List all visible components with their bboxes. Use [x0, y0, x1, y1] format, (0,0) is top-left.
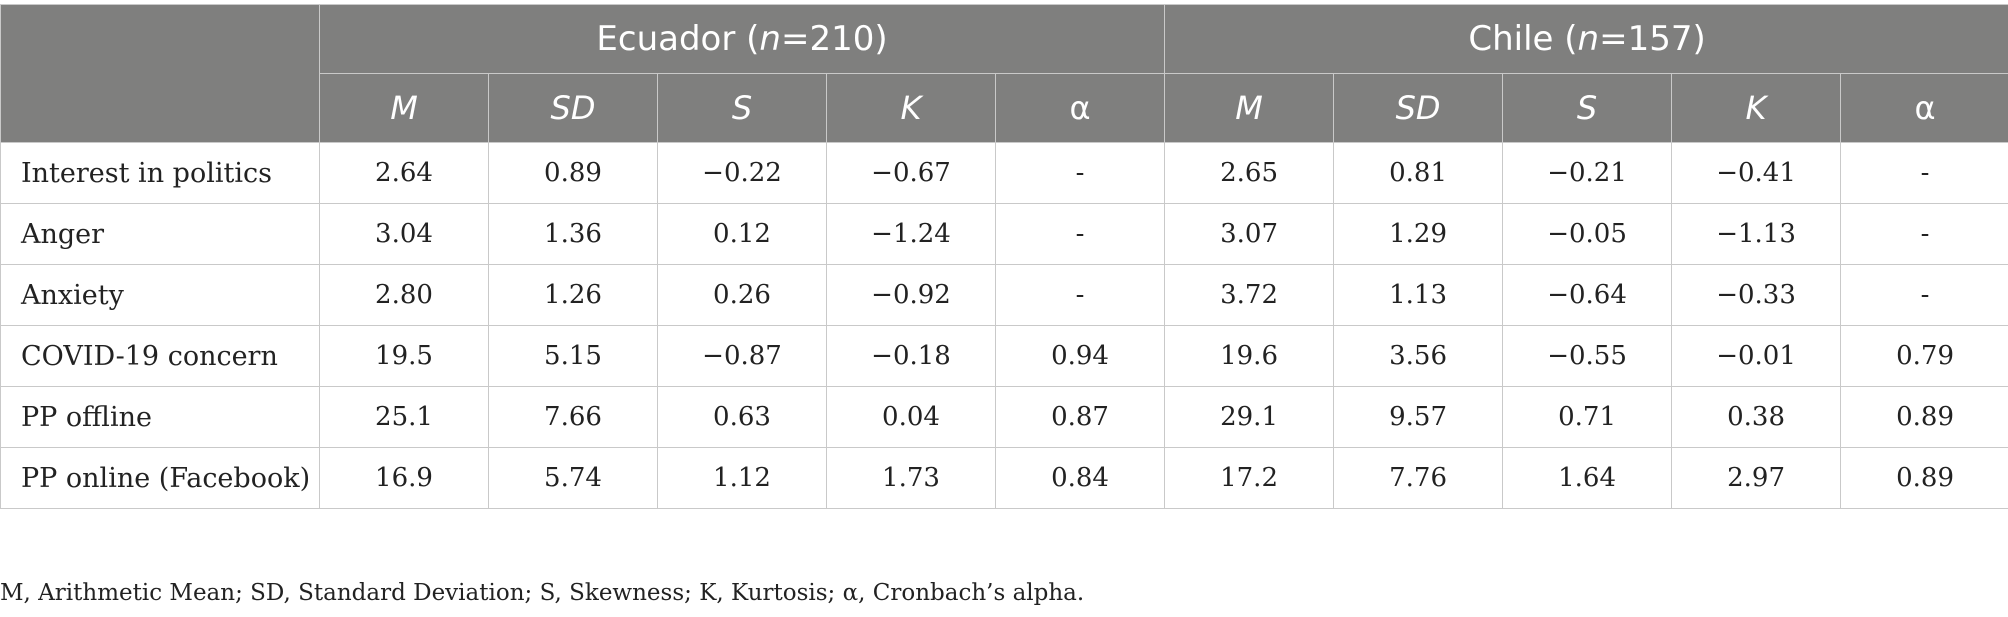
- group-n-label: n: [1577, 19, 1600, 59]
- table-cell: 1.26: [488, 264, 658, 326]
- table-cell: 2.64: [319, 142, 489, 204]
- corner-header-cell: [0, 4, 320, 143]
- table-cell: 0.84: [994, 447, 1166, 509]
- table-cell: −0.33: [1671, 264, 1842, 326]
- column-header-mean: M: [1164, 73, 1335, 143]
- table-cell: −0.18: [826, 325, 996, 387]
- group-country: Ecuador: [596, 19, 736, 59]
- row-label: Anger: [0, 203, 320, 265]
- table-body: Interest in politics 2.64 0.89 −0.22 −0.67-2…: [0, 142, 2008, 509]
- column-header-skewness: S: [657, 73, 827, 143]
- table-cell: 3.56: [1333, 325, 1504, 387]
- table-cell: 3.04: [319, 203, 489, 265]
- table-cell: 7.76: [1333, 447, 1504, 509]
- table-cell: −0.67: [826, 142, 996, 204]
- table-cell: 17.2: [1164, 447, 1335, 509]
- group-n-value: 210: [809, 19, 875, 59]
- table-cell: 9.57: [1333, 386, 1504, 448]
- table-cell: −0.05: [1502, 203, 1673, 265]
- table-cell: −0.41: [1671, 142, 1842, 204]
- table-cell: −0.64: [1502, 264, 1673, 326]
- table-cell: 0.71: [1502, 386, 1673, 448]
- table-cell: 0.63: [657, 386, 827, 448]
- table-cell: −0.22: [657, 142, 827, 204]
- table-cell: -: [994, 203, 1166, 265]
- row-label: PP online (Facebook): [0, 447, 320, 509]
- row-label: Interest in politics: [0, 142, 320, 204]
- table-cell: -: [1840, 203, 2008, 265]
- table-cell: 25.1: [319, 386, 489, 448]
- column-header-skewness: S: [1502, 73, 1673, 143]
- table-cell: 0.87: [994, 386, 1166, 448]
- table-cell: −0.01: [1671, 325, 1842, 387]
- table-cell: 5.74: [488, 447, 658, 509]
- table-cell: 3.07: [1164, 203, 1335, 265]
- table-cell: 1.12: [657, 447, 827, 509]
- row-label: PP offline: [0, 386, 320, 448]
- table-cell: 0.94: [994, 325, 1166, 387]
- row-label: Anxiety: [0, 264, 320, 326]
- table-cell: 0.26: [657, 264, 827, 326]
- table-cell: 1.13: [1333, 264, 1504, 326]
- table-cell: -: [994, 142, 1166, 204]
- column-header-alpha: α: [1840, 73, 2008, 143]
- table-row: COVID-19 concern 19.5 5.15 −0.87 −0.18 0.94 19…: [0, 325, 2008, 387]
- table-row: Anger 3.04 1.36 0.12 −1.24-3.07 1.29 −0.05 −1.1…: [0, 203, 2008, 265]
- table-cell: -: [994, 264, 1166, 326]
- group-country: Chile: [1468, 19, 1554, 59]
- column-header-alpha: α: [994, 73, 1166, 143]
- table-row: Interest in politics 2.64 0.89 −0.22 −0.67-2…: [0, 142, 2008, 204]
- column-header-mean: M: [319, 73, 489, 143]
- table-cell: 0.79: [1840, 325, 2008, 387]
- table-row: Anxiety 2.80 1.26 0.26 −0.92-3.72 1.13 −0.64 −0…: [0, 264, 2008, 326]
- column-header-sd: SD: [488, 73, 658, 143]
- table-cell: 5.15: [488, 325, 658, 387]
- group-header-chile: Chile (n=157): [1164, 4, 2008, 74]
- table-cell: 0.38: [1671, 386, 1842, 448]
- table-cell: −0.92: [826, 264, 996, 326]
- group-header-ecuador: Ecuador (n=210): [318, 4, 1166, 74]
- table-cell: 16.9: [319, 447, 489, 509]
- table-cell: −0.87: [657, 325, 827, 387]
- table-cell: 19.5: [319, 325, 489, 387]
- table-cell: 0.89: [1840, 447, 2008, 509]
- table-cell: 0.89: [488, 142, 658, 204]
- table-cell: 19.6: [1164, 325, 1335, 387]
- table-cell: 2.65: [1164, 142, 1335, 204]
- table-cell: 1.64: [1502, 447, 1673, 509]
- table-cell: 1.29: [1333, 203, 1504, 265]
- table-cell: 0.12: [657, 203, 827, 265]
- table-cell: 29.1: [1164, 386, 1335, 448]
- table-cell: -: [1840, 264, 2008, 326]
- column-header-sd: SD: [1333, 73, 1504, 143]
- table-cell: 2.97: [1671, 447, 1842, 509]
- table-cell: 1.36: [488, 203, 658, 265]
- table-cell: −1.13: [1671, 203, 1842, 265]
- table-cell: −0.21: [1502, 142, 1673, 204]
- table-row: PP offline 25.1 7.66 0.63 0.04 0.87 29.1 9.57 0.…: [0, 386, 2008, 448]
- table-cell: −0.55: [1502, 325, 1673, 387]
- table-cell: 0.81: [1333, 142, 1504, 204]
- column-header-kurtosis: K: [1671, 73, 1842, 143]
- group-n-label: n: [759, 19, 781, 59]
- table-cell: 0.04: [826, 386, 996, 448]
- row-label: COVID-19 concern: [0, 325, 320, 387]
- column-header-kurtosis: K: [826, 73, 996, 143]
- table-cell: 3.72: [1164, 264, 1335, 326]
- group-n-value: 157: [1627, 19, 1693, 59]
- table-footnote: M, Arithmetic Mean; SD, Standard Deviati…: [0, 580, 1085, 606]
- table-cell: -: [1840, 142, 2008, 204]
- table-cell: −1.24: [826, 203, 996, 265]
- table-cell: 0.89: [1840, 386, 2008, 448]
- table-cell: 1.73: [826, 447, 996, 509]
- table-cell: 2.80: [319, 264, 489, 326]
- table-row: PP online (Facebook) 16.9 5.74 1.12 1.73 0.84…: [0, 447, 2008, 509]
- group-header-row: Ecuador (n=210) Chile (n=157): [0, 4, 2008, 143]
- table-cell: 7.66: [488, 386, 658, 448]
